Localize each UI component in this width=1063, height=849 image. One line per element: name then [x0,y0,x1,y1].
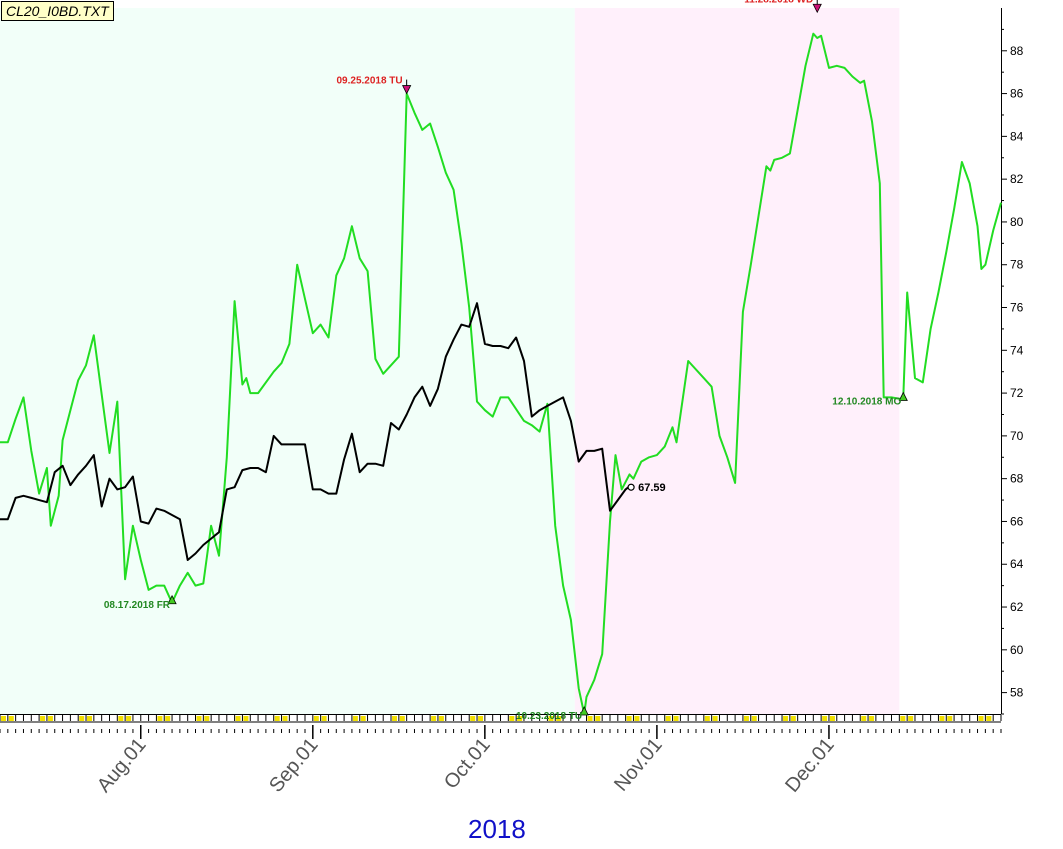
background-zone [574,8,900,714]
week-marker [165,716,171,721]
low-annotation-label: 10.23.2018 TU [516,711,582,722]
week-marker [743,716,749,721]
week-marker [790,716,796,721]
week-marker [665,716,671,721]
y-tick-label: 66 [1010,514,1024,528]
y-tick-label: 82 [1010,172,1024,186]
week-marker [126,716,132,721]
week-marker [274,716,280,721]
high-marker [402,85,412,95]
low-marker [898,391,908,401]
week-marker [40,716,46,721]
week-marker [392,716,398,721]
x-tick-label: Aug.01 [93,734,151,797]
week-marker [509,716,515,721]
high-marker [812,3,822,14]
week-marker [470,716,476,721]
week-marker [587,716,593,721]
week-marker [235,716,241,721]
week-marker [118,716,124,721]
low-annotation-label: 08.17.2018 FR [104,600,171,611]
week-marker [282,716,288,721]
week-marker [986,716,992,721]
low-marker [167,594,177,605]
week-marker [751,716,757,721]
week-marker [321,716,327,721]
week-marker [313,716,319,721]
week-marker [352,716,358,721]
y-tick-label: 84 [1010,129,1024,143]
series-line-black [0,302,632,561]
file-label: CL20_I0BD.TXT [1,1,114,21]
low-annotation-label: 12.10.2018 MO [832,397,901,408]
week-marker [47,716,53,721]
y-tick-label: 62 [1010,600,1024,614]
x-tick-label: Nov.01 [610,734,667,796]
week-marker [548,716,554,721]
y-tick-label: 86 [1010,87,1024,101]
week-marker [634,716,640,721]
week-marker [196,716,202,721]
week-marker [157,716,163,721]
high-annotation-label: 11.28.2018 WD [744,0,813,5]
x-tick-label: Sep.01 [265,734,323,797]
week-marker [595,716,601,721]
week-marker [704,716,710,721]
week-marker [939,716,945,721]
x-tick-label: Dec.01 [781,734,839,797]
week-marker [8,716,14,721]
y-tick-label: 68 [1010,472,1024,486]
week-marker [783,716,789,721]
background-zone [0,8,575,714]
week-marker [900,716,906,721]
week-marker [626,716,632,721]
week-marker [712,716,718,721]
week-marker [517,716,523,721]
week-marker [947,716,953,721]
week-marker [673,716,679,721]
week-marker [431,716,437,721]
week-marker [829,716,835,721]
week-marker [1,716,6,721]
year-label: 2018 [468,814,526,844]
high-annotation-label: 09.25.2018 TU [336,76,402,87]
week-marker [399,716,405,721]
y-tick-label: 88 [1010,44,1024,58]
y-tick-label: 78 [1010,258,1024,272]
week-marker [79,716,85,721]
y-tick-label: 74 [1010,343,1024,357]
last-value-label: 67.59 [638,482,666,494]
x-tick-label: Oct.01 [440,734,495,793]
week-marker [204,716,210,721]
week-marker [478,716,484,721]
y-tick-label: 72 [1010,386,1024,400]
week-marker [822,716,828,721]
series-line-green [0,32,1002,715]
y-tick-label: 64 [1010,557,1024,571]
last-value-marker [627,483,635,491]
y-tick-label: 80 [1010,215,1024,229]
week-marker [861,716,867,721]
week-marker [243,716,249,721]
week-marker [438,716,444,721]
week-marker [978,716,984,721]
week-marker [87,716,93,721]
week-marker [908,716,914,721]
y-tick-label: 58 [1010,686,1024,700]
week-marker [360,716,366,721]
low-marker [579,706,589,716]
y-tick-label: 60 [1010,643,1024,657]
week-marker [869,716,875,721]
y-tick-label: 76 [1010,301,1024,315]
y-tick-label: 70 [1010,429,1024,443]
week-marker [556,716,562,721]
